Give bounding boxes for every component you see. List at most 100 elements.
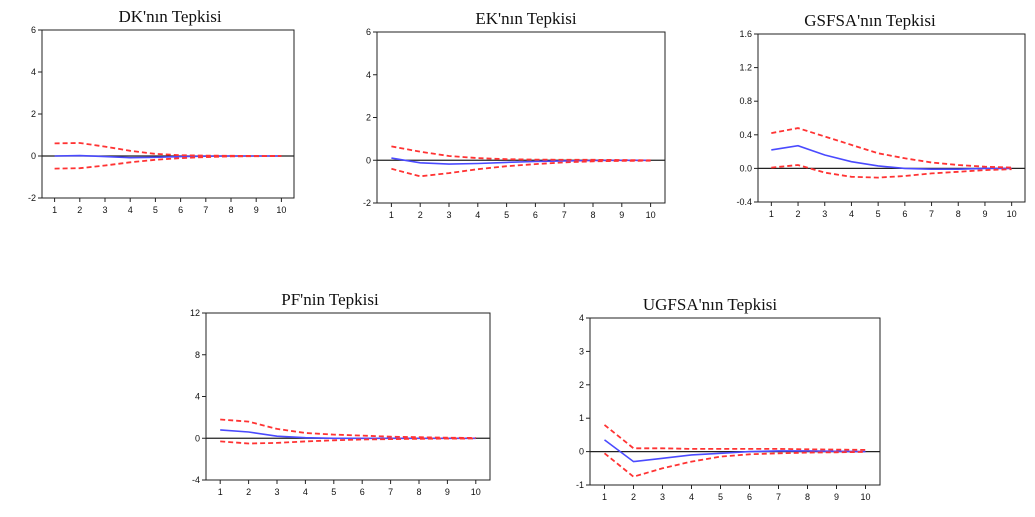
x-tick-label: 5 — [153, 205, 158, 215]
y-tick-label: 3 — [579, 346, 584, 356]
x-tick-label: 7 — [203, 205, 208, 215]
chart-dk: DK'nın Tepkisi -2 0 2 4 6 1 2 3 4 5 6 7 8 9 10 — [0, 0, 330, 240]
plot-frame — [41, 29, 295, 199]
x-tick-label: 3 — [822, 209, 827, 219]
x-tick-label: 5 — [718, 492, 723, 502]
x-tick-label: 3 — [274, 487, 279, 497]
chart-title: PF'nin Tepkisi — [281, 290, 379, 309]
chart-ek-svg: EK'nın Tepkisi -2 0 2 4 6 1 2 3 4 5 6 7 8 9 10 — [363, 9, 666, 220]
upper-band-line — [603, 424, 866, 451]
y-tick-label: 4 — [195, 392, 200, 402]
lower-band-line — [54, 155, 282, 170]
x-tick-label: 4 — [475, 210, 480, 220]
upper-band-line — [391, 145, 651, 162]
x-tick-label: 8 — [590, 210, 595, 220]
y-tick-label: -1 — [576, 480, 584, 490]
x-tick-label: 3 — [446, 210, 451, 220]
x-tick-label: 6 — [747, 492, 752, 502]
lower-band-line — [603, 451, 866, 478]
y-tick-label: -2 — [363, 198, 371, 208]
y-tick-label: 6 — [366, 27, 371, 37]
y-tick-label: 0 — [579, 447, 584, 457]
x-tick-label: 4 — [849, 209, 854, 219]
x-tick-label: 9 — [834, 492, 839, 502]
x-tick-label: 3 — [660, 492, 665, 502]
y-tick-label: 8 — [195, 350, 200, 360]
x-tick-label: 6 — [902, 209, 907, 219]
plot-frame — [757, 33, 1026, 203]
y-tick-label: 0 — [366, 155, 371, 165]
x-tick-label: 9 — [445, 487, 450, 497]
x-tick-label: 2 — [418, 210, 423, 220]
y-tick-label: 2 — [579, 380, 584, 390]
x-tick-label: 8 — [416, 487, 421, 497]
x-tick-label: 9 — [982, 209, 987, 219]
plot-frame — [376, 31, 666, 204]
x-tick-label: 6 — [533, 210, 538, 220]
x-tick-label: 7 — [562, 210, 567, 220]
y-tick-label: -4 — [192, 475, 200, 485]
y-tick-label: 1.6 — [739, 29, 752, 39]
lower-band-line — [771, 164, 1012, 179]
y-tick-label: 12 — [190, 308, 200, 318]
y-tick-label: -0.4 — [736, 197, 752, 207]
x-tick-label: 7 — [388, 487, 393, 497]
y-tick-label: 4 — [366, 70, 371, 80]
x-tick-label: 1 — [769, 209, 774, 219]
x-tick-label: 5 — [331, 487, 336, 497]
chart-title: GSFSA'nın Tepkisi — [804, 11, 936, 30]
x-tick-label: 5 — [876, 209, 881, 219]
chart-gsfsa-svg: GSFSA'nın Tepkisi -0.4 0.0 0.4 0.8 1.2 1.6 1 2 3 4… — [736, 11, 1026, 219]
y-tick-label: 2 — [31, 109, 36, 119]
y-tick-label: -2 — [28, 193, 36, 203]
x-tick-label: 8 — [228, 205, 233, 215]
response-line — [771, 144, 1012, 170]
lower-band-line — [220, 437, 476, 445]
x-tick-label: 2 — [631, 492, 636, 502]
x-tick-label: 1 — [52, 205, 57, 215]
y-tick-label: 0.8 — [739, 96, 752, 106]
chart-title: EK'nın Tepkisi — [475, 9, 576, 28]
lower-band-line — [391, 159, 651, 178]
chart-ugfsa-svg: UGFSA'nın Tepkisi -1 0 1 2 3 4 1 2 3 4 5 6 7 8 9 10 — [576, 295, 881, 502]
y-tick-label: 0 — [31, 151, 36, 161]
x-tick-label: 2 — [246, 487, 251, 497]
x-tick-label: 10 — [860, 492, 870, 502]
upper-band-line — [771, 127, 1012, 169]
response-line — [54, 154, 282, 159]
x-tick-label: 7 — [929, 209, 934, 219]
x-tick-label: 2 — [77, 205, 82, 215]
x-tick-label: 9 — [254, 205, 259, 215]
y-tick-label: 4 — [31, 67, 36, 77]
chart-dk-svg: DK'nın Tepkisi -2 0 2 4 6 1 2 3 4 5 6 7 8 9 10 — [28, 7, 295, 215]
x-tick-label: 10 — [276, 205, 286, 215]
chart-ugfsa: UGFSA'nın Tepkisi -1 0 1 2 3 4 1 2 3 4 5 6 7 8 9 10 — [540, 288, 890, 517]
x-tick-label: 1 — [602, 492, 607, 502]
x-tick-label: 10 — [646, 210, 656, 220]
y-tick-label: 0.0 — [739, 163, 752, 173]
x-tick-label: 8 — [956, 209, 961, 219]
plot-frame — [589, 317, 881, 486]
upper-band-line — [220, 418, 476, 439]
x-tick-label: 4 — [303, 487, 308, 497]
chart-title: UGFSA'nın Tepkisi — [643, 295, 778, 314]
chart-gsfsa: GSFSA'nın Tepkisi -0.4 0.0 0.4 0.8 1.2 1.6 1 2 3 4… — [700, 0, 1035, 240]
y-tick-label: 1 — [579, 413, 584, 423]
x-tick-label: 1 — [218, 487, 223, 497]
x-tick-label: 3 — [102, 205, 107, 215]
x-tick-label: 6 — [360, 487, 365, 497]
plot-frame — [205, 312, 491, 481]
response-line — [604, 439, 866, 463]
chart-pf: PF'nin Tepkisi -4 0 4 8 12 1 2 3 4 5 6 7 8 9 10 — [160, 288, 500, 517]
x-tick-label: 4 — [689, 492, 694, 502]
x-tick-label: 9 — [619, 210, 624, 220]
x-tick-label: 10 — [1007, 209, 1017, 219]
chart-ek: EK'nın Tepkisi -2 0 2 4 6 1 2 3 4 5 6 7 8 9 10 — [340, 0, 670, 240]
x-tick-label: 6 — [178, 205, 183, 215]
upper-band-line — [54, 142, 282, 157]
x-tick-label: 2 — [796, 209, 801, 219]
x-tick-label: 7 — [776, 492, 781, 502]
x-tick-label: 8 — [805, 492, 810, 502]
y-tick-label: 6 — [31, 25, 36, 35]
